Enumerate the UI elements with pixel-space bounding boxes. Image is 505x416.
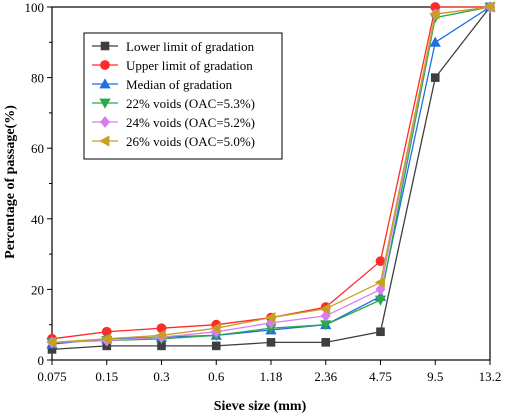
y-tick-label: 60: [31, 141, 44, 156]
data-point: [429, 36, 441, 47]
legend-label: 24% voids (OAC=5.2%): [126, 115, 255, 130]
x-tick-label: 9.5: [427, 369, 443, 384]
data-point: [484, 1, 495, 13]
x-tick-label: 0.6: [208, 369, 225, 384]
data-point: [374, 276, 385, 288]
data-point: [429, 8, 440, 20]
x-tick-label: 4.75: [369, 369, 392, 384]
plot-area: 0.075 0.15 0.3 0.6 1.18 2.36 4.75 9.5 13.2 0 20 40 6…: [25, 0, 502, 384]
data-point: [321, 338, 331, 347]
data-point: [211, 341, 221, 351]
x-tick-label: 13.2: [479, 369, 502, 384]
data-point: [99, 98, 111, 109]
data-point: [265, 312, 276, 324]
legend-label: Lower limit of gradation: [126, 39, 255, 54]
x-tick-label: 1.18: [260, 369, 283, 384]
y-axis-title: Percentage of passage(%): [3, 105, 18, 259]
data-point: [266, 338, 276, 347]
legend-box: [83, 32, 283, 160]
y-tick-label: 20: [31, 282, 44, 297]
legend-label: 26% voids (OAC=5.0%): [126, 134, 255, 149]
x-axis-title: Sieve size (mm): [214, 399, 307, 414]
y-tick-label: 100: [25, 0, 45, 15]
data-point: [99, 135, 110, 147]
data-point: [101, 333, 112, 345]
data-point: [210, 322, 221, 334]
data-point: [100, 60, 110, 70]
y-tick-label: 0: [38, 353, 45, 368]
data-point: [376, 327, 385, 337]
legend: Lower limit of gradation Upper limit of g…: [83, 32, 283, 160]
x-tick-label: 2.36: [314, 369, 337, 384]
data-point: [155, 329, 166, 341]
x-tick-label: 0.15: [95, 369, 118, 384]
x-tick-label: 0.075: [37, 369, 66, 384]
data-point: [99, 78, 111, 89]
data-point: [430, 73, 440, 82]
data-point: [46, 336, 57, 348]
y-tick-label: 40: [31, 212, 44, 227]
legend-label: Upper limit of gradation: [126, 58, 253, 73]
data-point: [320, 303, 331, 315]
y-tick-label: 80: [31, 71, 44, 86]
x-tick-label: 0.3: [153, 369, 169, 384]
data-point: [374, 295, 387, 306]
data-point: [100, 116, 110, 128]
data-point: [100, 41, 110, 51]
series-6: [46, 1, 495, 348]
legend-label: Median of gradation: [126, 77, 233, 92]
legend-label: 22% voids (OAC=5.3%): [126, 96, 255, 111]
